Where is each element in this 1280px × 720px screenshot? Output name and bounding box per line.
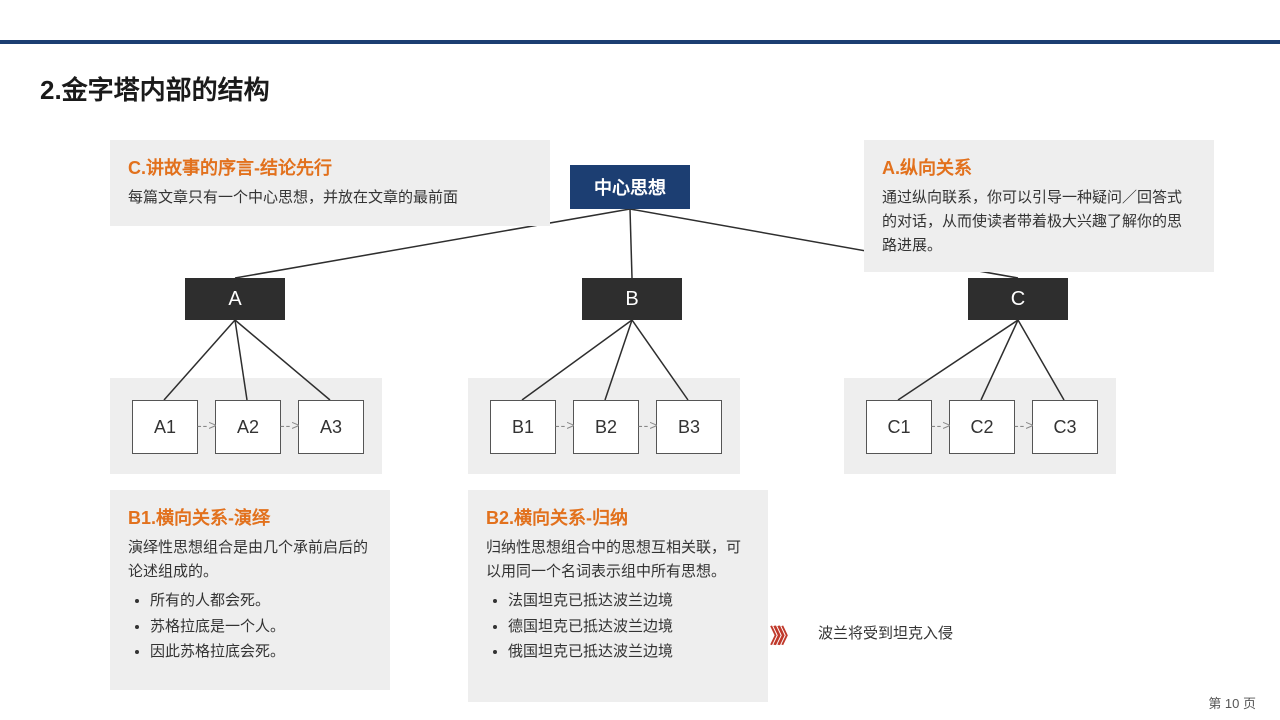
mid-node-C: C [968, 278, 1068, 320]
panel-b2-induction: B2.横向关系-归纳 归纳性思想组合中的思想互相关联，可以用同一个名词表示组中所… [468, 490, 768, 702]
leaf-sequence-arrow: --> [197, 417, 218, 433]
leaf-node-A1: A1 [132, 400, 198, 454]
panel-c-body: 每篇文章只有一个中心思想，并放在文章的最前面 [128, 186, 532, 210]
root-node: 中心思想 [570, 165, 690, 209]
leaf-sequence-arrow: --> [638, 417, 659, 433]
bullet-item: 所有的人都会死。 [150, 588, 372, 614]
bullet-item: 法国坦克已抵达波兰边境 [508, 588, 750, 614]
panel-a-body: 通过纵向联系，你可以引导一种疑问／回答式的对话，从而使读者带着极大兴趣了解你的思… [882, 186, 1196, 258]
leaf-node-B3: B3 [656, 400, 722, 454]
bullet-item: 因此苏格拉底会死。 [150, 639, 372, 665]
panel-b1-deduction: B1.横向关系-演绎 演绎性思想组合是由几个承前启后的论述组成的。 所有的人都会… [110, 490, 390, 690]
panel-b1-bullets: 所有的人都会死。苏格拉底是一个人。因此苏格拉底会死。 [128, 588, 372, 665]
panel-b1-title: B1.横向关系-演绎 [128, 504, 372, 530]
leaf-sequence-arrow: --> [1014, 417, 1035, 433]
leaf-node-B2: B2 [573, 400, 639, 454]
leaf-node-A2: A2 [215, 400, 281, 454]
page-title: 2.金字塔内部的结构 [40, 70, 270, 107]
implies-arrow-icon: 》》》 [770, 620, 792, 649]
panel-a-title: A.纵向关系 [882, 154, 1196, 180]
leaf-sequence-arrow: --> [931, 417, 952, 433]
bullet-item: 俄国坦克已抵达波兰边境 [508, 639, 750, 665]
top-divider [0, 40, 1280, 44]
mid-node-A: A [185, 278, 285, 320]
leaf-node-C1: C1 [866, 400, 932, 454]
leaf-node-B1: B1 [490, 400, 556, 454]
panel-a-vertical: A.纵向关系 通过纵向联系，你可以引导一种疑问／回答式的对话，从而使读者带着极大… [864, 140, 1214, 272]
leaf-node-C3: C3 [1032, 400, 1098, 454]
panel-b2-title: B2.横向关系-归纳 [486, 504, 750, 530]
bullet-item: 苏格拉底是一个人。 [150, 614, 372, 640]
leaf-node-C2: C2 [949, 400, 1015, 454]
panel-c-preface: C.讲故事的序言-结论先行 每篇文章只有一个中心思想，并放在文章的最前面 [110, 140, 550, 226]
page-number: 第 10 页 [1208, 693, 1256, 712]
panel-b2-bullets: 法国坦克已抵达波兰边境德国坦克已抵达波兰边境俄国坦克已抵达波兰边境 [486, 588, 750, 665]
leaf-sequence-arrow: --> [280, 417, 301, 433]
panel-b1-body: 演绎性思想组合是由几个承前启后的论述组成的。 [128, 536, 372, 584]
implies-conclusion: 波兰将受到坦克入侵 [818, 622, 953, 643]
leaf-node-A3: A3 [298, 400, 364, 454]
leaf-sequence-arrow: --> [555, 417, 576, 433]
panel-b2-body: 归纳性思想组合中的思想互相关联，可以用同一个名词表示组中所有思想。 [486, 536, 750, 584]
bullet-item: 德国坦克已抵达波兰边境 [508, 614, 750, 640]
panel-c-title: C.讲故事的序言-结论先行 [128, 154, 532, 180]
mid-node-B: B [582, 278, 682, 320]
